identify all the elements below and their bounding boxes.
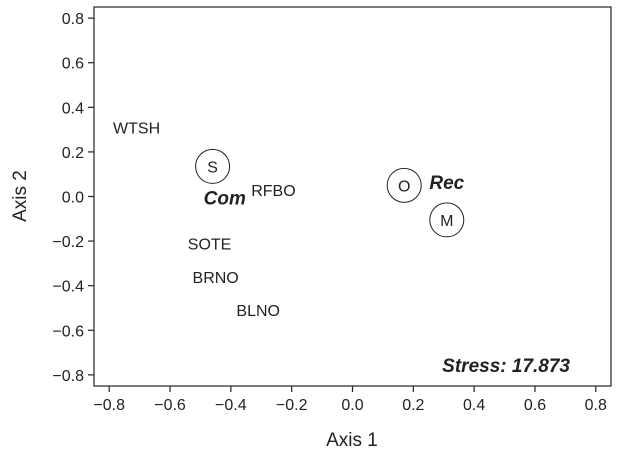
group-centroid-label: M [440, 213, 453, 230]
stress-annotation: Stress: 17.873 [442, 356, 570, 377]
group-label: Com [204, 189, 246, 210]
group-label: Rec [429, 173, 464, 194]
y-tick-label: −0.4 [52, 279, 84, 296]
y-tick-label: 0.4 [62, 100, 84, 117]
y-tick-label: 0.0 [62, 190, 84, 207]
group-centroid-label: S [207, 159, 218, 176]
group-centroid-circle [386, 167, 422, 203]
x-tick-label: −0.4 [215, 397, 247, 414]
x-tick-label: −0.6 [154, 397, 186, 414]
x-tick-label: 0.4 [463, 397, 485, 414]
x-axis-title: Axis 1 [326, 430, 378, 451]
y-tick-label: 0.6 [62, 56, 84, 73]
chart-marks: WTSH RFBO SOTE BRNO BLNO S O M Com Rec [113, 120, 465, 320]
plot-frame [93, 6, 612, 387]
x-tick-label: −0.8 [93, 397, 125, 414]
x-tick-label: 0.6 [524, 397, 546, 414]
y-tick-label: −0.6 [52, 323, 84, 340]
species-point-label: SOTE [188, 236, 232, 253]
y-axis-ticks: −0.8 −0.6 −0.4 −0.2 0.0 0.2 0.4 0.6 0.8 [52, 11, 94, 385]
x-tick-label: 0.2 [402, 397, 424, 414]
group-centroid-circle [195, 148, 231, 184]
species-point-label: RFBO [251, 183, 295, 200]
group-centroid-label: O [398, 178, 410, 195]
x-tick-label: 0.0 [341, 397, 363, 414]
species-point-label: BRNO [193, 270, 239, 287]
x-tick-label: 0.8 [585, 397, 607, 414]
group-centroid-circle [429, 202, 465, 238]
y-tick-label: 0.2 [62, 145, 84, 162]
y-axis-title: Axis 2 [10, 170, 31, 222]
species-point-label: WTSH [113, 120, 160, 137]
y-tick-label: −0.8 [52, 368, 84, 385]
y-tick-label: −0.2 [52, 234, 84, 251]
y-tick-label: 0.8 [62, 11, 84, 28]
species-point-label: BLNO [236, 303, 280, 320]
x-tick-label: −0.2 [276, 397, 308, 414]
x-axis-ticks: −0.8 −0.6 −0.4 −0.2 0.0 0.2 0.4 0.6 0.8 [93, 386, 607, 414]
